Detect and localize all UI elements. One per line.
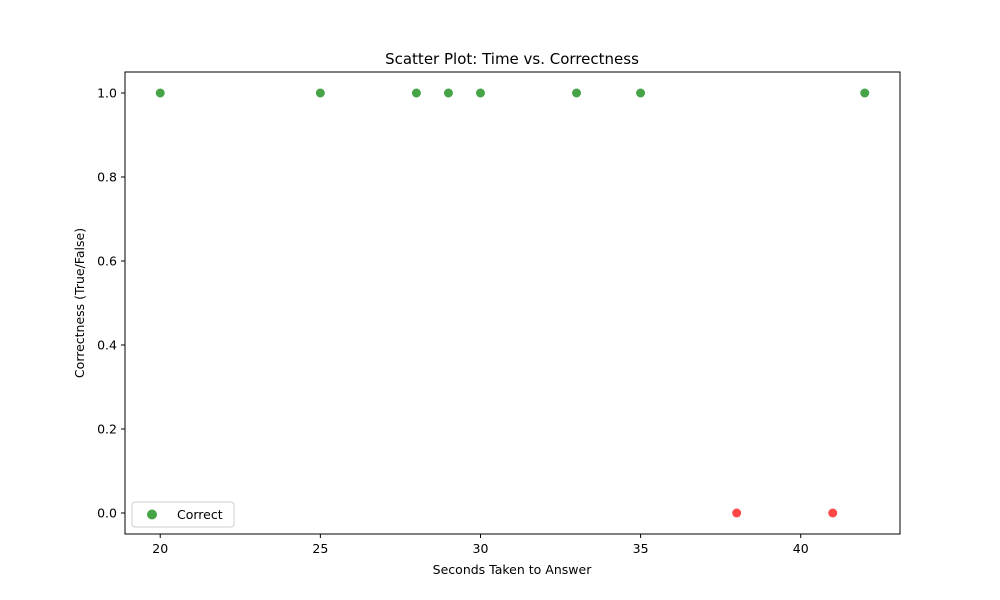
legend: Correct — [131, 501, 235, 528]
x-axis-label: Seconds Taken to Answer — [433, 562, 593, 577]
y-axis: 0.0 0.2 0.4 0.6 0.8 1.0 — [97, 86, 125, 521]
y-axis-label: Correctness (True/False) — [72, 228, 87, 378]
x-tick-label: 25 — [312, 541, 328, 556]
data-point-incorrect — [828, 508, 838, 518]
legend-marker-correct — [147, 509, 157, 520]
legend-box — [131, 501, 235, 528]
y-tick-label: 0.8 — [97, 170, 117, 185]
data-point-correct — [411, 88, 421, 98]
legend-label-correct: Correct — [177, 507, 223, 522]
y-tick-label: 0.4 — [97, 338, 117, 353]
data-point-correct — [860, 88, 870, 98]
chart-title: Scatter Plot: Time vs. Correctness — [385, 50, 639, 68]
y-tick-label: 0.6 — [97, 254, 117, 269]
x-tick-label: 40 — [793, 541, 809, 556]
data-point-correct — [572, 88, 582, 98]
x-tick-label: 35 — [633, 541, 649, 556]
y-tick-label: 0.2 — [97, 422, 117, 437]
data-point-correct — [155, 88, 165, 98]
y-tick-label: 1.0 — [97, 86, 117, 101]
x-axis: 20 25 30 35 40 — [152, 534, 809, 556]
data-point-correct — [443, 88, 453, 98]
data-point-correct — [636, 88, 646, 98]
data-point-incorrect — [732, 508, 742, 518]
plot-area-frame — [124, 71, 901, 535]
points-layer — [155, 88, 870, 518]
data-point-correct — [315, 88, 325, 98]
data-point-correct — [475, 88, 485, 98]
x-tick-label: 30 — [473, 541, 489, 556]
y-tick-label: 0.0 — [97, 506, 117, 521]
x-tick-label: 20 — [152, 541, 168, 556]
